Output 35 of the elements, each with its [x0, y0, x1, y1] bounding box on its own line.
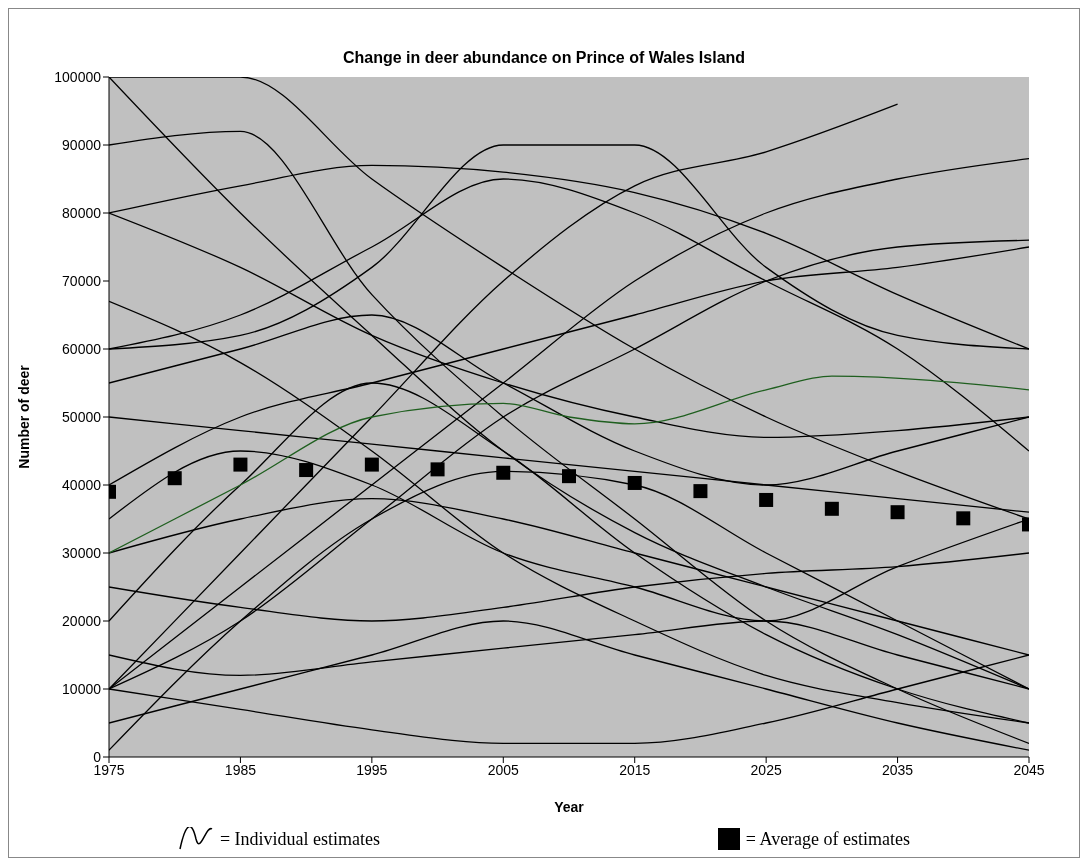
point — [824, 501, 839, 516]
legend-label: = Average of estimates — [745, 828, 911, 850]
point — [956, 511, 971, 526]
y-tick-label: 80000 — [62, 204, 102, 221]
x-tick-label: 2015 — [619, 761, 651, 778]
point — [299, 463, 314, 478]
x-tick-label: 2035 — [881, 761, 914, 778]
y-tick-label: 10000 — [62, 680, 102, 697]
y-tick-label: 60000 — [62, 340, 102, 357]
y-tick-label: 70000 — [62, 272, 102, 289]
x-tick-label: 2025 — [750, 761, 782, 778]
x-tick-label: 2045 — [1013, 761, 1045, 778]
y-tick-label: 30000 — [62, 544, 102, 561]
chart-title: Change in deer abundance on Prince of Wales Island — [341, 48, 747, 67]
point — [693, 484, 708, 499]
y-tick-label: 50000 — [62, 408, 102, 425]
point — [890, 505, 905, 520]
point — [233, 457, 248, 472]
point — [496, 465, 511, 480]
legend-label: = Individual estimates — [219, 828, 381, 850]
point — [364, 457, 379, 472]
point — [167, 471, 182, 486]
y-axis-title: Number of deer — [15, 364, 32, 469]
y-tick-label: 20000 — [62, 612, 102, 629]
x-tick-label: 2005 — [487, 761, 520, 778]
point — [430, 462, 445, 477]
y-tick-label: 90000 — [62, 136, 102, 153]
point — [627, 475, 642, 490]
y-tick-label: 100000 — [54, 68, 102, 85]
point — [759, 492, 774, 507]
x-tick-label: 1985 — [224, 761, 257, 778]
x-tick-label: 1995 — [356, 761, 388, 778]
x-axis-title: Year — [554, 799, 585, 815]
point — [562, 469, 576, 484]
y-tick-label: 40000 — [62, 476, 102, 493]
